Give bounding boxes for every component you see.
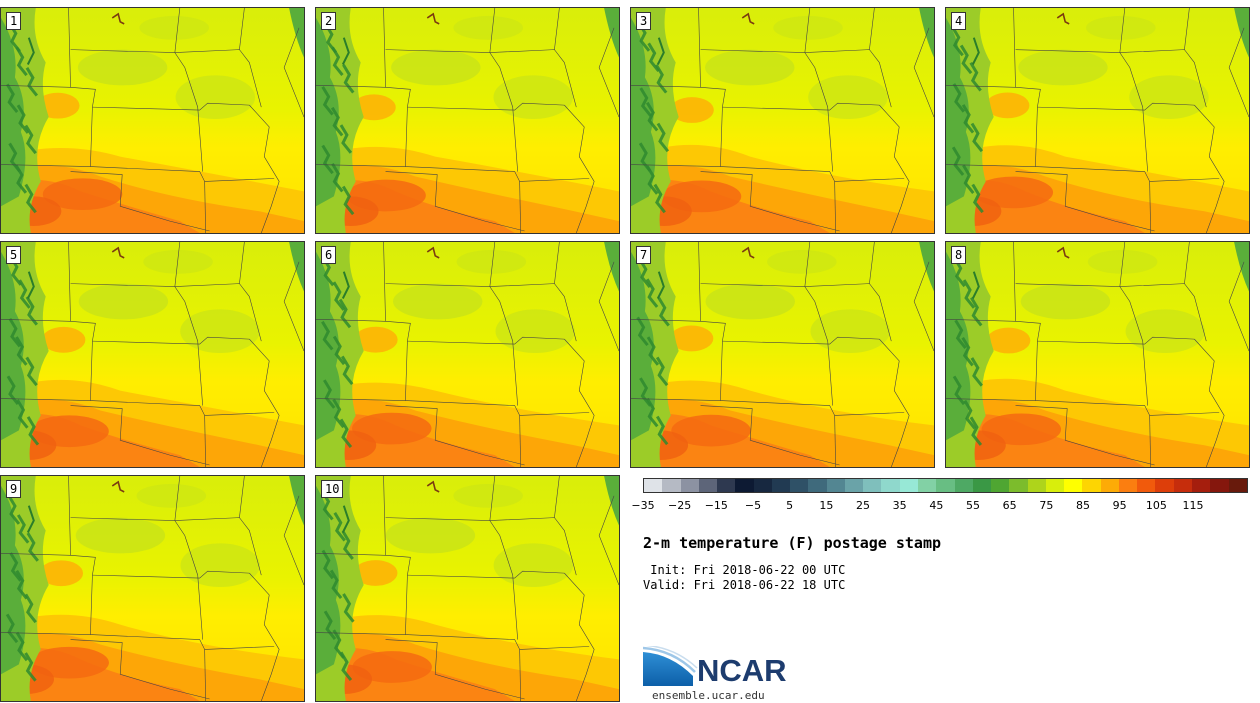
colorbar-swatch	[662, 479, 681, 492]
ncar-logo-text: NCAR	[697, 653, 787, 688]
colorbar-swatch	[1100, 479, 1119, 492]
member-panel-3: 3	[630, 7, 935, 234]
member-panel-1: 1	[0, 7, 305, 234]
colorbar-tick-label: −35	[631, 499, 655, 512]
colorbar-swatch	[881, 479, 900, 492]
colorbar-swatch	[735, 479, 754, 492]
colorbar-swatch	[1210, 479, 1229, 492]
colorbar-tick-label: −5	[744, 499, 762, 512]
colorbar-swatch	[991, 479, 1010, 492]
colorbar-tick-label: 35	[892, 499, 907, 512]
logo-url: ensemble.ucar.edu	[652, 689, 765, 702]
colorbar-swatch	[826, 479, 845, 492]
member-number-label: 2	[321, 12, 337, 30]
colorbar-swatch	[1137, 479, 1156, 492]
colorbar-swatch	[863, 479, 882, 492]
member-number-label: 4	[951, 12, 967, 30]
colorbar-tick-label: 45	[929, 499, 944, 512]
colorbar-swatch	[1082, 479, 1101, 492]
colorbar-swatch	[1228, 479, 1247, 492]
member-panel-7: 7	[630, 241, 935, 468]
colorbar-swatch	[844, 479, 864, 492]
temperature-colorbar	[643, 478, 1248, 493]
colorbar-tick-label: 15	[819, 499, 834, 512]
colorbar-swatch	[790, 479, 809, 492]
colorbar-swatch	[753, 479, 772, 492]
member-panel-10: 10	[315, 475, 620, 702]
colorbar-tick-label: 65	[1002, 499, 1017, 512]
colorbar-tick-label: 25	[856, 499, 870, 512]
colorbar-swatch	[1027, 479, 1046, 492]
colorbar-swatch	[917, 479, 937, 492]
colorbar-swatch	[936, 479, 955, 492]
colorbar-swatch	[808, 479, 827, 492]
member-panel-6: 6	[315, 241, 620, 468]
colorbar-swatch	[1118, 479, 1138, 492]
member-number-label: 10	[321, 480, 344, 498]
colorbar-swatch	[1045, 479, 1065, 492]
colorbar-swatch	[899, 479, 918, 492]
member-number-label: 1	[6, 12, 22, 30]
colorbar-swatch	[1064, 479, 1083, 492]
member-panel-8: 8	[945, 241, 1250, 468]
colorbar-tick-label: 85	[1076, 499, 1090, 512]
colorbar-tick-label: 115	[1182, 499, 1204, 512]
member-panel-4: 4	[945, 7, 1250, 234]
member-number-label: 9	[6, 480, 22, 498]
colorbar-tick-label: 5	[786, 499, 794, 512]
colorbar-swatch	[1009, 479, 1028, 492]
colorbar-swatch	[771, 479, 791, 492]
colorbar-swatch	[698, 479, 718, 492]
colorbar-swatch	[1191, 479, 1211, 492]
colorbar-tick-label: 75	[1039, 499, 1054, 512]
member-panel-2: 2	[315, 7, 620, 234]
figure-title: 2-m temperature (F) postage stamp	[643, 534, 942, 552]
ncar-logo-icon	[643, 646, 698, 686]
colorbar-tick-label: 105	[1145, 499, 1167, 512]
valid-time: Valid: Fri 2018-06-22 18 UTC	[643, 578, 846, 592]
member-number-label: 8	[951, 246, 967, 264]
colorbar-tick-label: −25	[668, 499, 692, 512]
colorbar-swatch	[1173, 479, 1192, 492]
colorbar-tick-label: 55	[966, 499, 980, 512]
member-number-label: 3	[636, 12, 652, 30]
colorbar-swatch	[717, 479, 736, 492]
member-panel-5: 5	[0, 241, 305, 468]
member-number-label: 5	[6, 246, 22, 264]
colorbar-swatch	[1155, 479, 1174, 492]
colorbar-tick-label: 95	[1112, 499, 1127, 512]
colorbar-swatch	[644, 479, 663, 492]
colorbar-swatch	[972, 479, 992, 492]
member-number-label: 7	[636, 246, 652, 264]
init-time: Init: Fri 2018-06-22 00 UTC	[643, 563, 846, 577]
colorbar-swatch	[680, 479, 699, 492]
colorbar-tick-label: −15	[704, 499, 728, 512]
member-panel-9: 9	[0, 475, 305, 702]
member-number-label: 6	[321, 246, 337, 264]
colorbar-swatch	[954, 479, 973, 492]
